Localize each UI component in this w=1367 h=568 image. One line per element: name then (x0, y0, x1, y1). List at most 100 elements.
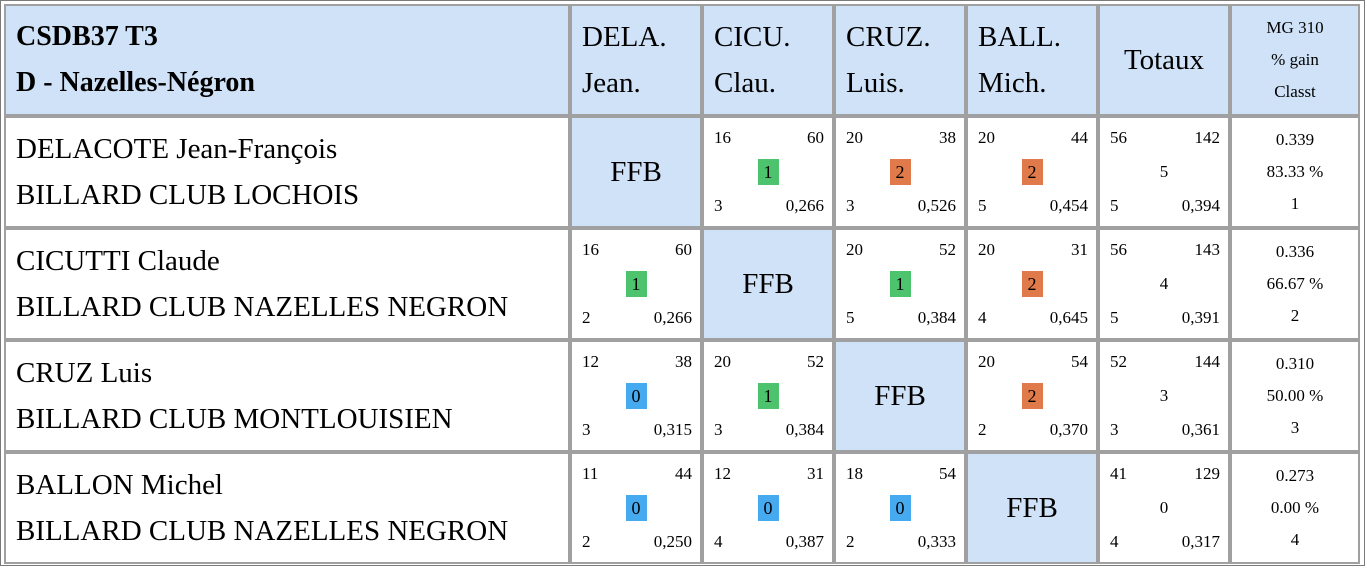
match-serie: 3 (714, 196, 723, 215)
match-average: 0,317 (1181, 532, 1220, 551)
mg-cell: 0.339 83.33 % 1 (1230, 116, 1360, 228)
match-serie: 4 (978, 308, 987, 327)
match-serie: 2 (846, 532, 855, 551)
ffb-cell: FFB (834, 340, 966, 452)
player-header-3: CRUZ. Luis. (834, 4, 966, 116)
club-name: BILLARD CLUB NAZELLES NEGRON (16, 291, 509, 323)
result-wrapper: 0 (572, 383, 700, 409)
player-name: CICUTTI Claude (16, 245, 220, 277)
match-cell: 20 44 5 0,454 2 (966, 116, 1098, 228)
match-points: 16 (582, 240, 599, 259)
match-distance: 52 (939, 240, 956, 259)
rank-value: 1 (1290, 194, 1300, 213)
player-header-line1: CICU. (714, 21, 791, 53)
ffb-cell: FFB (966, 452, 1098, 564)
totals-cell: 52 144 3 0,361 3 (1098, 340, 1230, 452)
player-header-1: DELA. Jean. (570, 4, 702, 116)
match-average: 0,454 (1049, 196, 1088, 215)
result-wrapper: 2 (968, 159, 1096, 185)
result-wrapper: 0 (1100, 498, 1228, 518)
match-average: 0,394 (1181, 196, 1220, 215)
result-badge: 1 (889, 271, 911, 297)
club-name: BILLARD CLUB NAZELLES NEGRON (16, 515, 509, 547)
result-wrapper: 2 (836, 159, 964, 185)
rank-value: 2 (1290, 306, 1300, 325)
venue-name: D - Nazelles-Négron (16, 67, 255, 98)
match-serie: 2 (582, 532, 591, 551)
match-points: 11 (582, 464, 599, 483)
result-badge: 0 (625, 495, 647, 521)
match-distance: 38 (939, 128, 956, 147)
player-name: BALLON Michel (16, 469, 223, 501)
result-wrapper: 1 (704, 383, 832, 409)
match-serie: 5 (846, 308, 855, 327)
match-distance: 142 (1194, 128, 1221, 147)
result-wrapper: 1 (704, 159, 832, 185)
player-header-line1: BALL. (978, 21, 1061, 53)
match-serie: 4 (714, 532, 723, 551)
match-points: 20 (846, 240, 863, 259)
mg-value: 0.339 (1275, 130, 1315, 149)
player-header-line2: Mich. (978, 67, 1047, 99)
match-average: 0,384 (917, 308, 956, 327)
match-serie: 5 (1110, 196, 1119, 215)
table-row: CICUTTI Claude BILLARD CLUB NAZELLES NEGR… (4, 228, 1360, 340)
table-row: DELACOTE Jean-François BILLARD CLUB LOCHO… (4, 116, 1360, 228)
header-row: CSDB37 T3 D - Nazelles-Négron DELA. Jean… (4, 4, 1360, 116)
match-points: 20 (978, 128, 995, 147)
mg-header-line1: MG 310 (1266, 18, 1324, 37)
result-wrapper: 0 (704, 495, 832, 521)
match-points: 20 (714, 352, 731, 371)
match-cell: 16 60 2 0,266 1 (570, 228, 702, 340)
match-distance: 38 (675, 352, 692, 371)
player-cell: BALLON Michel BILLARD CLUB NAZELLES NEGRO… (4, 452, 570, 564)
club-name: BILLARD CLUB LOCHOIS (16, 179, 360, 211)
result-badge: 0 (889, 495, 911, 521)
totals-header: Totaux (1098, 4, 1230, 116)
player-header-line2: Jean. (582, 67, 641, 99)
match-cell: 11 44 2 0,250 0 (570, 452, 702, 564)
rank-value: 4 (1290, 530, 1300, 549)
player-cell: DELACOTE Jean-François BILLARD CLUB LOCHO… (4, 116, 570, 228)
match-points: 41 (1110, 464, 1127, 483)
match-distance: 143 (1194, 240, 1221, 259)
match-average: 0,250 (653, 532, 692, 551)
match-cell: 12 38 3 0,315 0 (570, 340, 702, 452)
result-wrapper: 2 (968, 383, 1096, 409)
match-points: 16 (714, 128, 731, 147)
result-wrapper: 3 (1100, 386, 1228, 406)
match-distance: 60 (807, 128, 824, 147)
results-table: CSDB37 T3 D - Nazelles-Négron DELA. Jean… (4, 4, 1360, 564)
competition-name: CSDB37 T3 (16, 21, 158, 52)
match-serie: 5 (978, 196, 987, 215)
player-header-line1: CRUZ. (846, 21, 931, 53)
match-serie: 2 (582, 308, 591, 327)
table-row: BALLON Michel BILLARD CLUB NAZELLES NEGRO… (4, 452, 1360, 564)
mg-cell: 0.310 50.00 % 3 (1230, 340, 1360, 452)
ffb-cell: FFB (570, 116, 702, 228)
result-wrapper: 4 (1100, 274, 1228, 294)
gain-percent: 50.00 % (1266, 386, 1324, 405)
match-cell: 20 52 5 0,384 1 (834, 228, 966, 340)
match-distance: 31 (1071, 240, 1088, 259)
total-result: 0 (1159, 498, 1169, 517)
match-distance: 129 (1194, 464, 1221, 483)
match-points: 20 (978, 240, 995, 259)
match-points: 12 (582, 352, 599, 371)
mg-value: 0.273 (1275, 466, 1315, 485)
mg-header-line2: % gain (1271, 50, 1319, 69)
match-cell: 20 52 3 0,384 1 (702, 340, 834, 452)
match-average: 0,370 (1049, 420, 1088, 439)
gain-percent: 83.33 % (1266, 162, 1324, 181)
total-result: 3 (1159, 386, 1169, 405)
match-serie: 3 (846, 196, 855, 215)
mg-cell: 0.273 0.00 % 4 (1230, 452, 1360, 564)
match-points: 12 (714, 464, 731, 483)
match-cell: 20 31 4 0,645 2 (966, 228, 1098, 340)
match-cell: 16 60 3 0,266 1 (702, 116, 834, 228)
player-name: CRUZ Luis (16, 357, 153, 389)
result-badge: 1 (625, 271, 647, 297)
result-wrapper: 1 (836, 271, 964, 297)
match-cell: 18 54 2 0,333 0 (834, 452, 966, 564)
gain-percent: 66.67 % (1266, 274, 1324, 293)
